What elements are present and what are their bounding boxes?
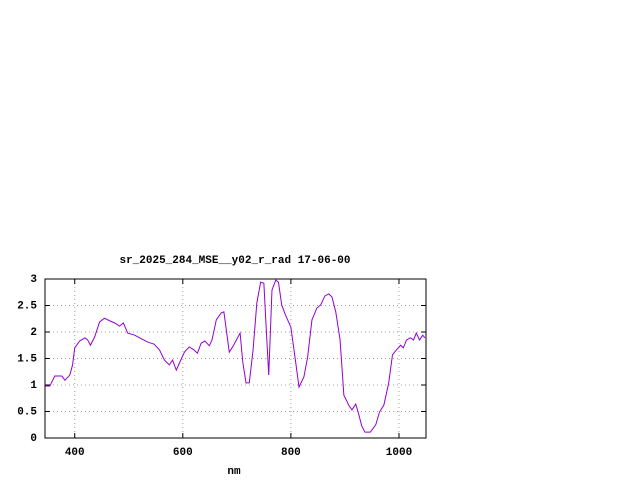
y-tick-label: 1.5 (17, 353, 37, 365)
y-tick-label: 2 (30, 327, 37, 339)
y-tick-label: 2.5 (17, 300, 37, 312)
data-line (45, 279, 426, 433)
x-tick-label: 600 (173, 447, 193, 459)
x-axis-label: nm (227, 466, 241, 478)
x-tick-label: 400 (65, 447, 85, 459)
x-tick-label: 800 (281, 447, 301, 459)
y-tick-label: 0 (30, 433, 37, 445)
plot-border (44, 278, 427, 439)
y-tick-label: 0.5 (17, 406, 37, 418)
chart-title: sr_2025_284_MSE__y02_r_rad 17-06-00 (119, 255, 350, 267)
x-tick-label: 1000 (386, 447, 412, 459)
y-tick-label: 1 (30, 380, 37, 392)
y-tick-label: 3 (30, 274, 37, 286)
